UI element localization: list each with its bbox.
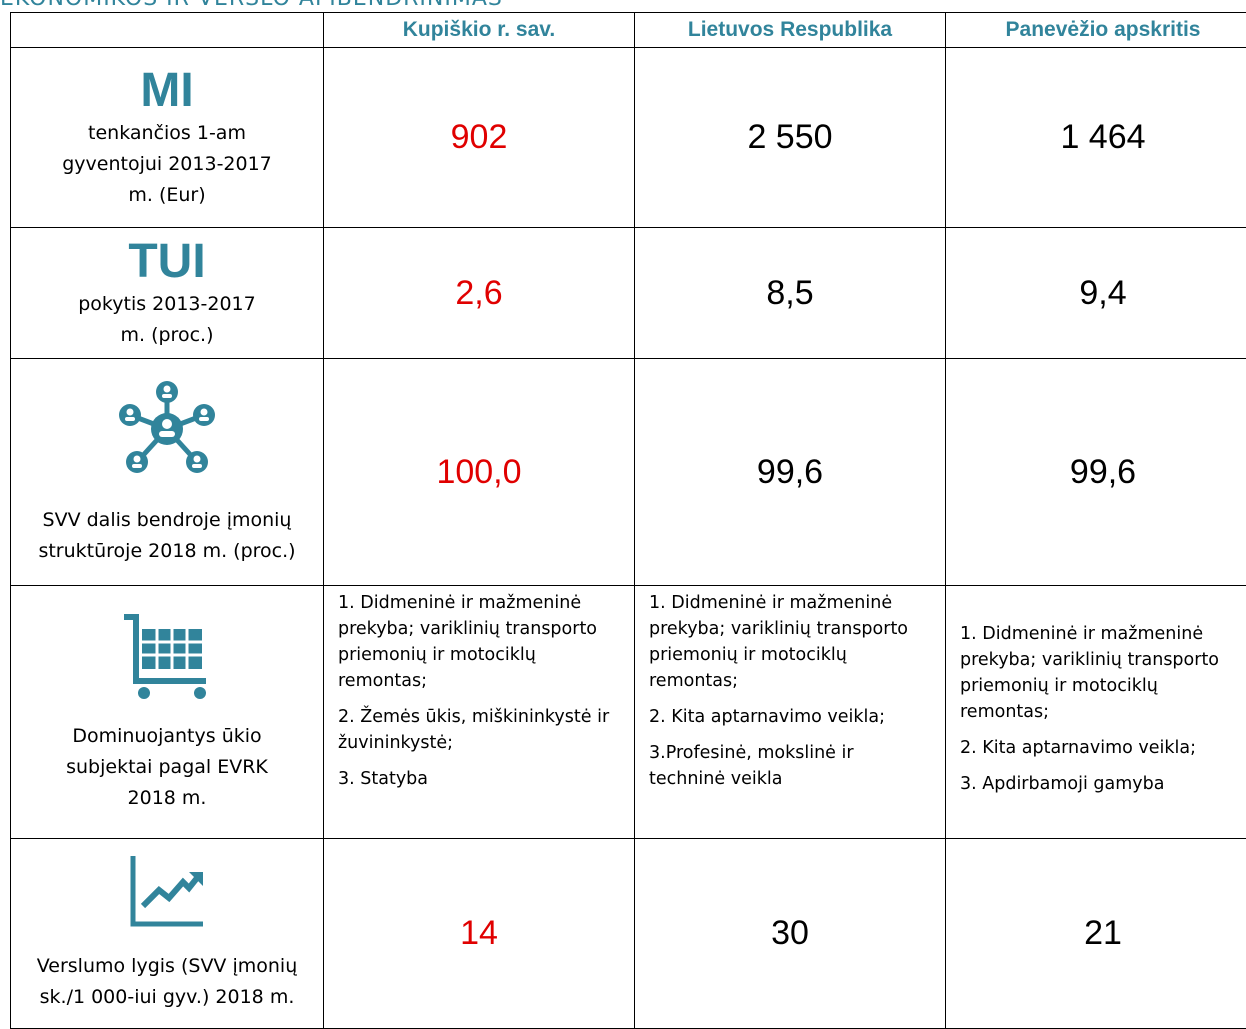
list-item: 2. Žemės ūkis, miškininkystė ir žuvinink… xyxy=(338,704,622,756)
row-label: Dominuojantys ūkio subjektai pagal EVRK … xyxy=(11,586,324,839)
row-text: Dominuojantys ūkio subjektai pagal EVRK … xyxy=(21,721,313,814)
list-item: 1. Didmeninė ir mažmeninė prekyba; varik… xyxy=(338,590,622,694)
row-heading: TUI xyxy=(21,235,313,289)
row: Dominuojantys ūkio subjektai pagal EVRK … xyxy=(11,586,1246,839)
value: 8,5 xyxy=(635,228,946,359)
header-row: Kupiškio r. sav. Lietuvos Respublika Pan… xyxy=(11,13,1246,48)
list-cell: 1. Didmeninė ir mažmeninė prekyba; varik… xyxy=(946,586,1246,839)
column-header: Panevėžio apskritis xyxy=(946,13,1246,48)
value: 100,0 xyxy=(324,359,635,586)
row-text: Verslumo lygis (SVV įmonių sk./1 000-iui… xyxy=(21,951,313,1013)
list-item: 2. Kita aptarnavimo veikla; xyxy=(649,704,933,730)
value: 2,6 xyxy=(324,228,635,359)
list-item: 3. Statyba xyxy=(338,766,622,792)
cart-icon xyxy=(122,611,212,701)
summary-table: Kupiškio r. sav. Lietuvos Respublika Pan… xyxy=(10,12,1246,1029)
value: 1 464 xyxy=(946,48,1246,228)
value: 30 xyxy=(635,839,946,1029)
row: SVV dalis bendroje įmonių struktūroje 20… xyxy=(11,359,1246,586)
row-text: SVV dalis bendroje įmonių struktūroje 20… xyxy=(21,505,313,567)
list-item: 3.Profesinė, mokslinė ir techninė veikla xyxy=(649,740,933,792)
value: 14 xyxy=(324,839,635,1029)
list-item: 2. Kita aptarnavimo veikla; xyxy=(960,735,1246,761)
value: 9,4 xyxy=(946,228,1246,359)
list-item: 3. Apdirbamoji gamyba xyxy=(960,771,1246,797)
list-item: 1. Didmeninė ir mažmeninė prekyba; varik… xyxy=(960,621,1246,725)
column-header: Lietuvos Respublika xyxy=(635,13,946,48)
page-title: EKONOMIKOS IR VERSLO APIBENDRINIMAS xyxy=(0,0,503,11)
list-cell: 1. Didmeninė ir mažmeninė prekyba; varik… xyxy=(324,586,635,839)
value: 2 550 xyxy=(635,48,946,228)
value: 99,6 xyxy=(946,359,1246,586)
row-heading: MI xyxy=(21,64,313,118)
row-text: pokytis 2013-2017 m. (proc.) xyxy=(21,289,313,351)
growth-icon xyxy=(127,854,207,929)
value: 902 xyxy=(324,48,635,228)
row-label: Verslumo lygis (SVV įmonių sk./1 000-iui… xyxy=(11,839,324,1029)
value: 99,6 xyxy=(635,359,946,586)
list-cell: 1. Didmeninė ir mažmeninė prekyba; varik… xyxy=(635,586,946,839)
column-header: Kupiškio r. sav. xyxy=(324,13,635,48)
network-icon xyxy=(112,377,222,477)
list-item: 1. Didmeninė ir mažmeninė prekyba; varik… xyxy=(649,590,933,694)
row-label: SVV dalis bendroje įmonių struktūroje 20… xyxy=(11,359,324,586)
row-text: tenkančios 1-am gyventojui 2013-2017 m. … xyxy=(21,118,313,211)
corner-cell xyxy=(11,13,324,48)
row: Verslumo lygis (SVV įmonių sk./1 000-iui… xyxy=(11,839,1246,1029)
value: 21 xyxy=(946,839,1246,1029)
